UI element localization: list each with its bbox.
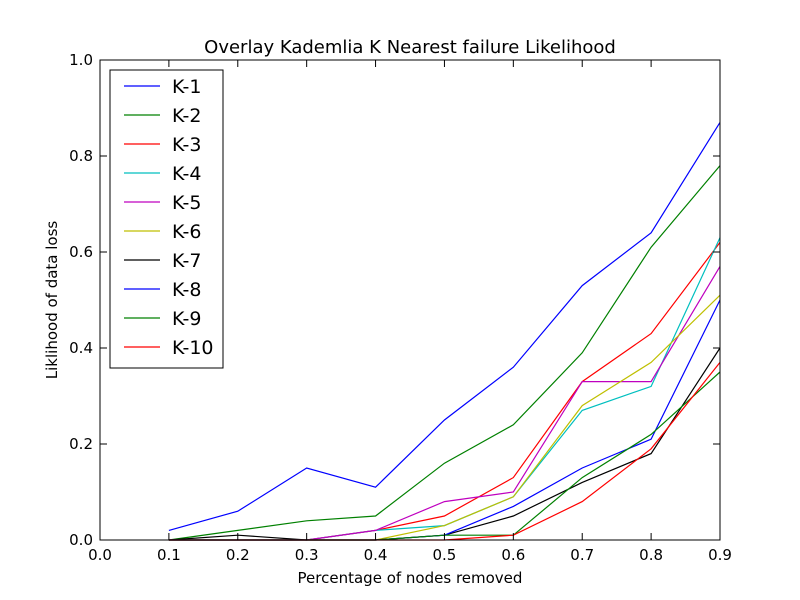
y-tick-label: 0.6: [69, 243, 93, 261]
x-tick-label: 0.6: [501, 546, 525, 564]
legend-label: K-6: [172, 221, 201, 243]
legend-label: K-9: [172, 308, 201, 330]
legend-label: K-4: [172, 163, 201, 185]
y-tick-label: 0.0: [69, 531, 93, 549]
x-tick-label: 0.7: [570, 546, 594, 564]
y-tick-label: 0.2: [69, 435, 93, 453]
legend-label: K-1: [172, 76, 201, 98]
legend-label: K-5: [172, 192, 201, 214]
x-tick-label: 0.9: [708, 546, 732, 564]
axes-frame: [99, 59, 721, 541]
legend-label: K-2: [172, 105, 201, 127]
x-tick-label: 0.3: [295, 546, 319, 564]
y-tick-label: 1.0: [69, 51, 93, 69]
series-line-k-2: [168, 165, 721, 541]
x-tick-label: 0.5: [433, 546, 457, 564]
x-tick-label: 0.2: [226, 546, 250, 564]
x-tick-label: 0.0: [88, 546, 112, 564]
y-axis-label: Liklihood of data loss: [43, 221, 61, 380]
y-tick-label: 0.8: [69, 147, 93, 165]
x-tick-label: 0.8: [639, 546, 663, 564]
y-tick-label: 0.4: [69, 339, 93, 357]
legend-label: K-8: [172, 279, 201, 301]
chart-title: Overlay Kademlia K Nearest failure Likel…: [204, 37, 616, 58]
series-line-k-1: [168, 122, 721, 531]
axis-ticks: 0.0 0.1 0.2 0.3 0.4 0.5 0.6 0.7 0.8 0.9 0.0 0.2 0.4 0…: [69, 51, 732, 564]
legend-label: K-7: [172, 250, 201, 272]
legend-label: K-3: [172, 134, 201, 156]
legend: K-1 K-2 K-3 K-4 K-5 K-6 K-7 K-8 K-9 K-10: [109, 69, 224, 369]
x-tick-label: 0.1: [157, 546, 181, 564]
legend-label: K-10: [172, 337, 214, 359]
x-axis-label: Percentage of nodes removed: [298, 569, 523, 587]
x-tick-label: 0.4: [364, 546, 388, 564]
